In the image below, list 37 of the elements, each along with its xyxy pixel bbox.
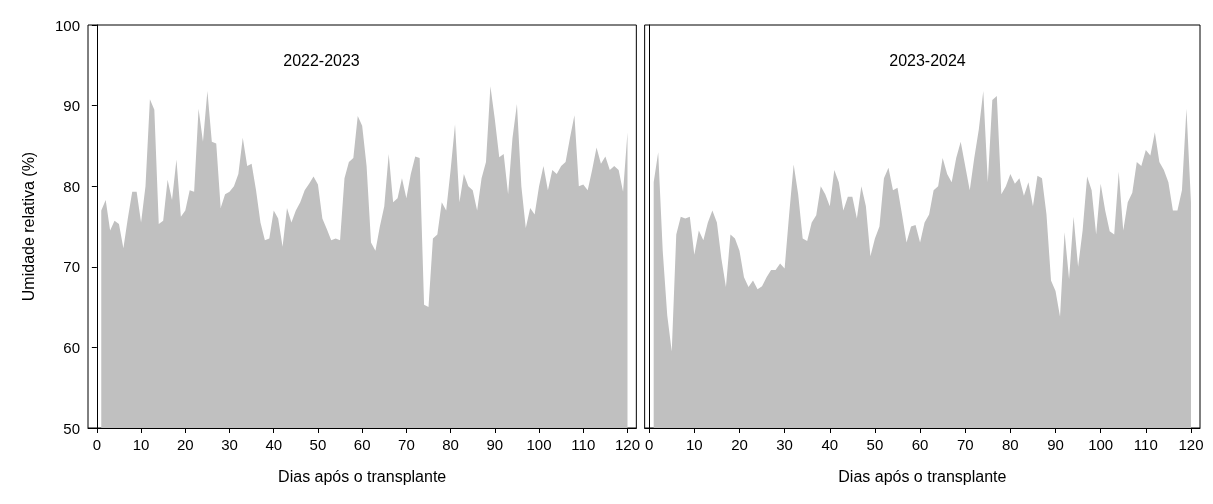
x-tick-label: 0 bbox=[92, 436, 102, 453]
x-tick-label: 10 bbox=[685, 436, 703, 453]
x-tick-label: 120 bbox=[1178, 436, 1204, 453]
x-tick-label: 110 bbox=[571, 436, 596, 453]
text: 2022-2023 bbox=[283, 51, 360, 69]
x-tick-label: 40 bbox=[265, 436, 283, 453]
x-tick-label: 30 bbox=[776, 436, 793, 453]
x-tick-label: 90 bbox=[1047, 436, 1064, 453]
x-tick-label: 20 bbox=[731, 436, 748, 453]
x-tick-label: 90 bbox=[486, 436, 504, 453]
x-tick-label: 60 bbox=[353, 436, 371, 453]
x-tick-label: 30 bbox=[221, 436, 238, 453]
y-tick-label: 50 bbox=[63, 419, 80, 437]
x-tick-label: 100 bbox=[526, 436, 552, 453]
text: 2023-2024 bbox=[889, 51, 966, 69]
x-tick-label: 100 bbox=[1088, 436, 1114, 453]
x-tick-label: 10 bbox=[132, 436, 150, 453]
x-tick-label: 50 bbox=[866, 436, 884, 453]
x-tick-label: 70 bbox=[398, 436, 415, 453]
x-tick-label: 0 bbox=[645, 436, 654, 453]
x-tick-label: 60 bbox=[911, 436, 929, 453]
y-tick-label: 90 bbox=[63, 97, 80, 115]
y-axis-title: Umidade relativa (%) bbox=[19, 151, 37, 302]
x-tick-label: 110 bbox=[1133, 436, 1158, 453]
x-tick-label: 120 bbox=[614, 436, 640, 453]
x-tick-label: 50 bbox=[309, 436, 327, 453]
x-tick-label: 40 bbox=[821, 436, 839, 453]
x-axis-title: Dias após o transplante bbox=[278, 467, 447, 485]
x-tick-label: 20 bbox=[176, 436, 194, 453]
x-tick-label: 70 bbox=[956, 436, 974, 453]
y-tick-label: 70 bbox=[63, 258, 80, 276]
x-tick-label: 80 bbox=[442, 436, 459, 453]
x-axis-title: Dias após o transplante bbox=[838, 467, 1007, 485]
x-tick-label: 80 bbox=[1002, 436, 1019, 453]
y-tick-label: 80 bbox=[63, 177, 80, 195]
y-tick-label: 100 bbox=[54, 16, 80, 34]
y-tick-label: 60 bbox=[63, 338, 80, 356]
